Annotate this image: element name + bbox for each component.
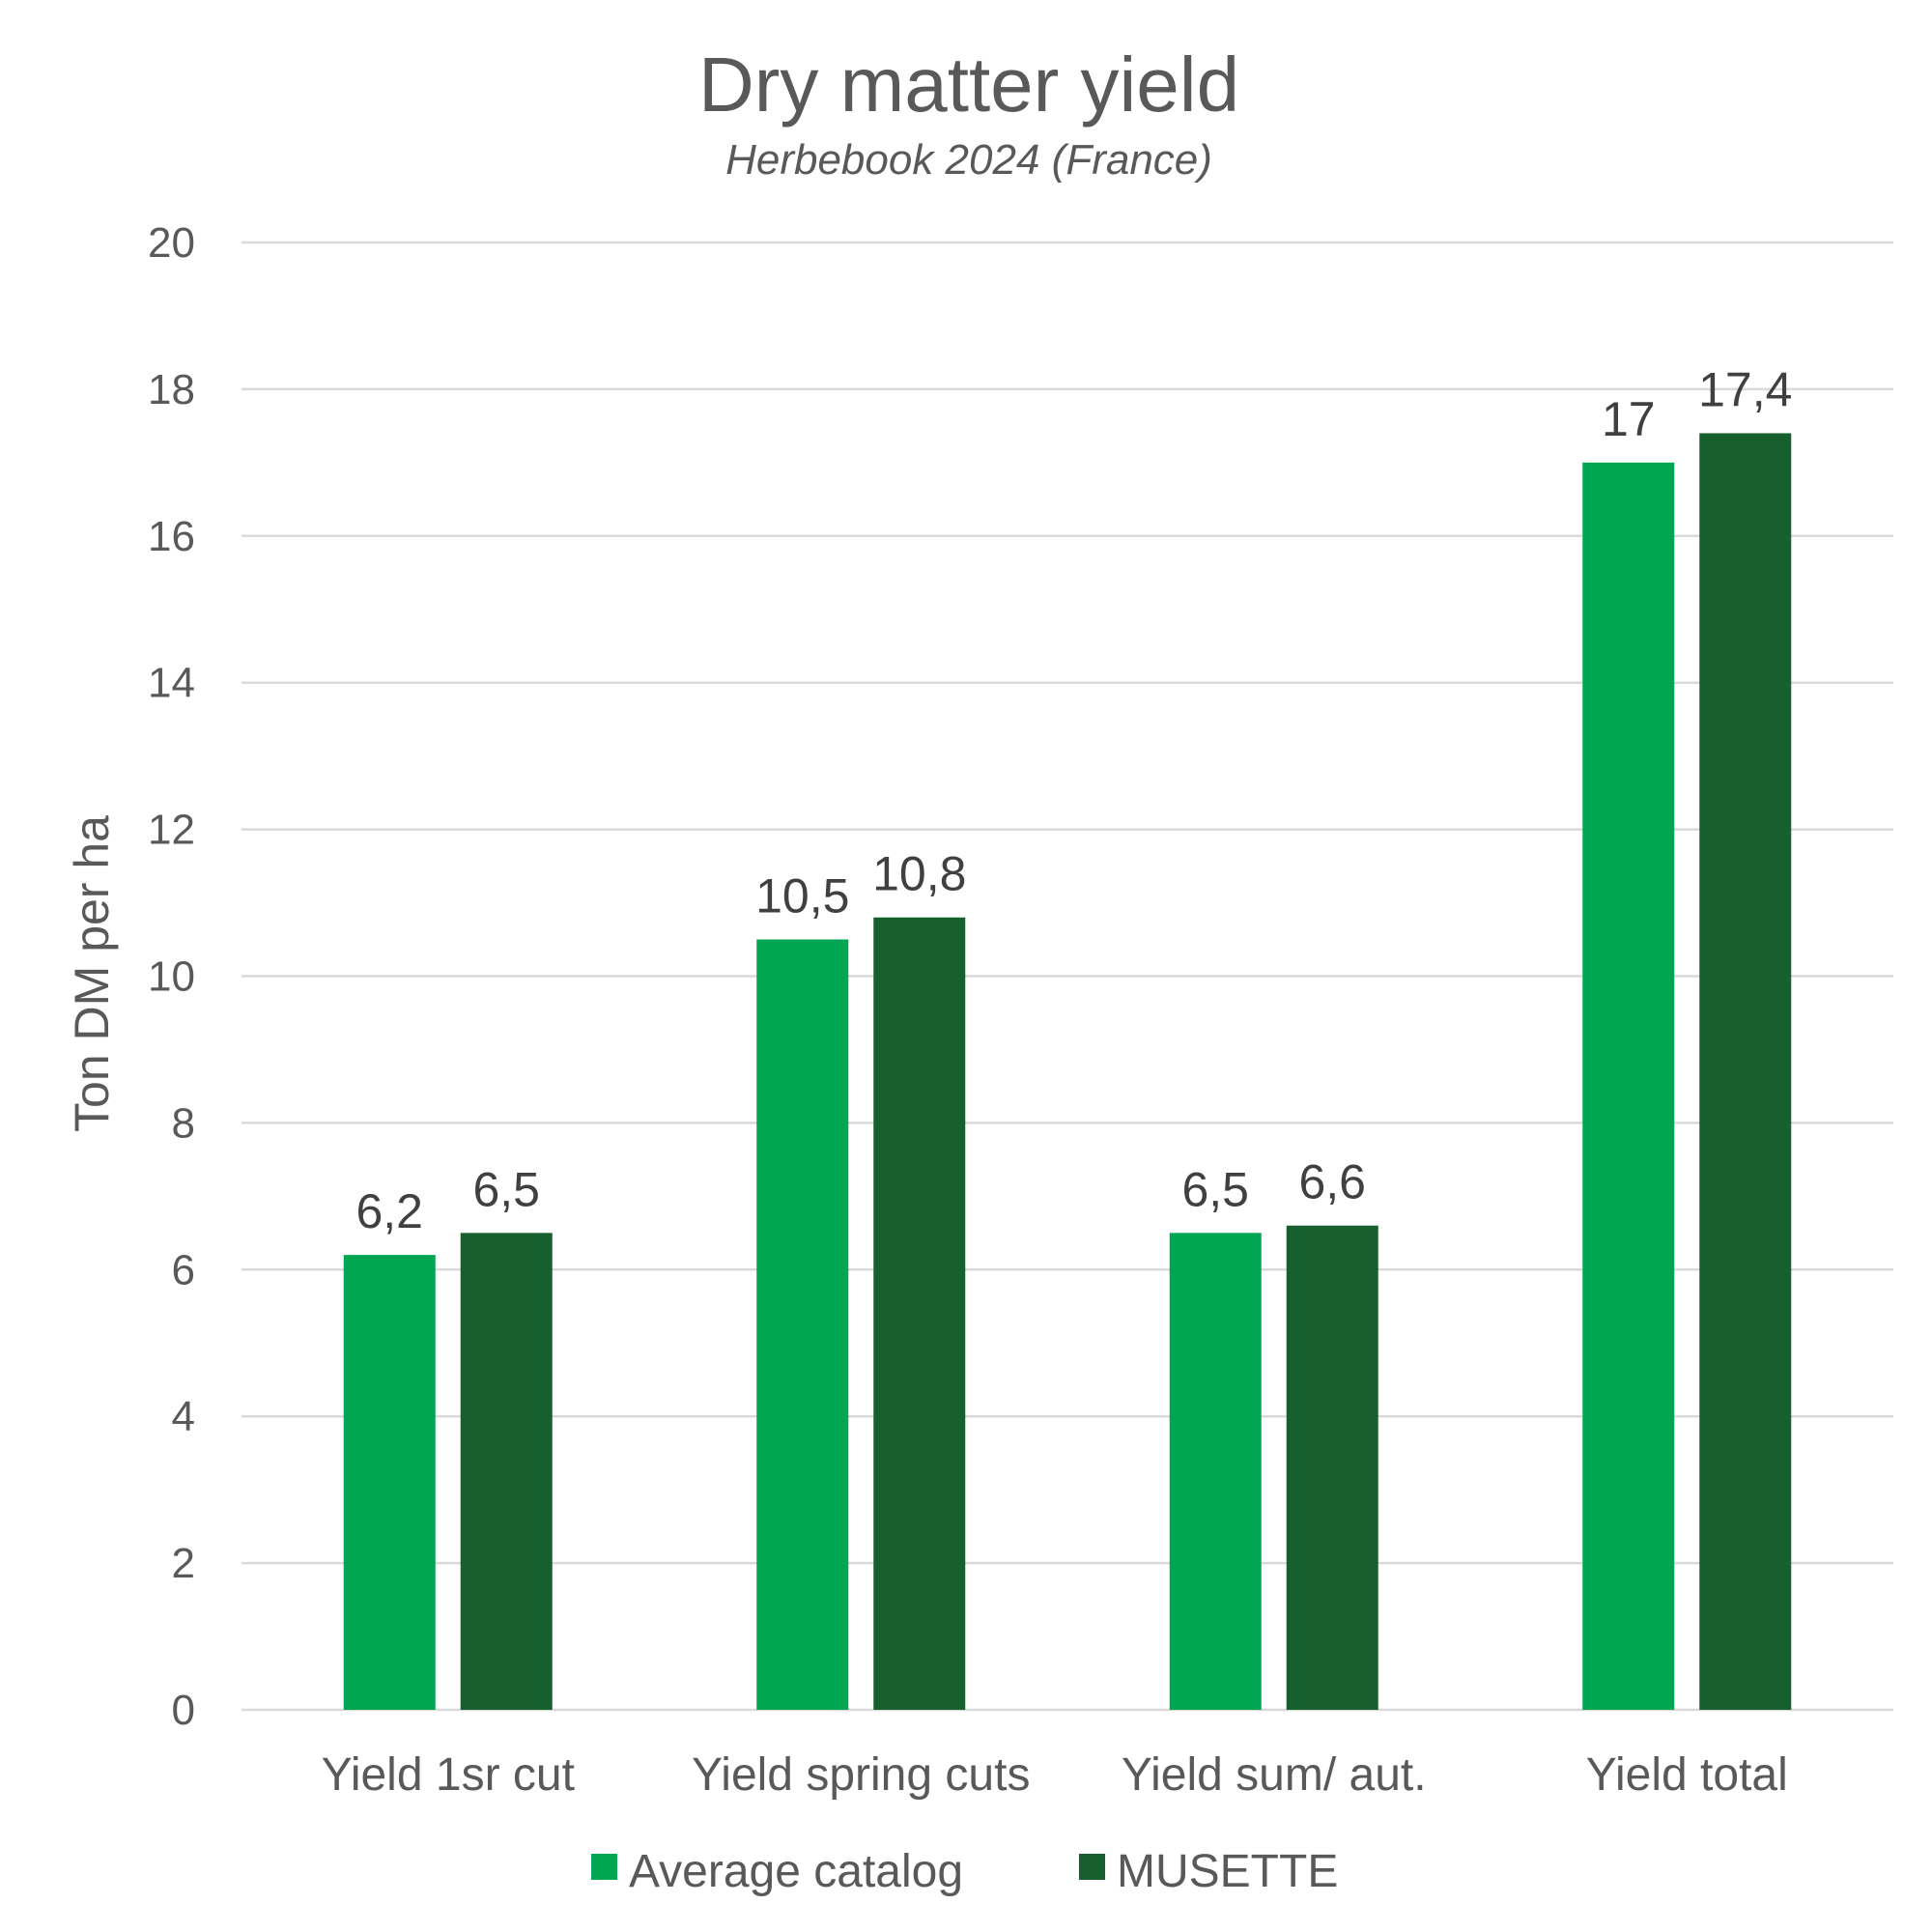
chart-title: Dry matter yield xyxy=(698,42,1239,128)
bar xyxy=(1169,1233,1262,1710)
x-category-label: Yield sum/ aut. xyxy=(1122,1749,1427,1801)
y-tick-label: 18 xyxy=(148,366,195,413)
data-label: 10,8 xyxy=(872,847,966,901)
data-label: 17,4 xyxy=(1698,362,1792,416)
bar xyxy=(1286,1225,1378,1710)
data-label: 6,5 xyxy=(1181,1162,1249,1216)
data-label: 6,2 xyxy=(355,1184,423,1238)
bars xyxy=(343,433,1792,1711)
legend-label: Average catalog xyxy=(629,1846,963,1897)
y-tick-label: 16 xyxy=(148,513,195,560)
legend: Average catalog MUSETTE xyxy=(591,1846,1338,1897)
data-label: 6,6 xyxy=(1298,1155,1366,1209)
x-axis-categories: Yield 1sr cut Yield spring cuts Yield sum/… xyxy=(322,1749,1788,1801)
x-category-label: Yield 1sr cut xyxy=(322,1749,575,1801)
y-tick-label: 0 xyxy=(172,1687,195,1734)
chart-subtitle: Herbebook 2024 (France) xyxy=(725,136,1212,184)
x-category-label: Yield total xyxy=(1586,1749,1788,1801)
y-axis-label: Ton DM per ha xyxy=(65,815,119,1132)
y-tick-label: 10 xyxy=(148,953,195,1001)
data-labels: 6,2 6,5 10,5 10,8 6,5 6,6 17 17,4 xyxy=(355,362,1792,1238)
x-category-label: Yield spring cuts xyxy=(692,1749,1030,1801)
bar xyxy=(873,917,966,1710)
bar xyxy=(343,1255,436,1710)
bar xyxy=(460,1233,553,1710)
legend-swatch xyxy=(591,1854,617,1880)
y-axis-ticks: 0 2 4 6 8 10 12 14 16 18 20 xyxy=(148,219,195,1734)
y-tick-label: 20 xyxy=(148,219,195,267)
bar xyxy=(756,939,849,1710)
data-label: 10,5 xyxy=(755,869,849,923)
bar xyxy=(1582,462,1675,1711)
y-tick-label: 6 xyxy=(172,1246,195,1293)
y-tick-label: 8 xyxy=(172,1099,195,1147)
y-tick-label: 2 xyxy=(172,1540,195,1587)
data-label: 17 xyxy=(1602,392,1656,446)
legend-label: MUSETTE xyxy=(1117,1846,1338,1897)
y-tick-label: 4 xyxy=(172,1393,195,1440)
legend-swatch xyxy=(1079,1854,1105,1880)
data-label: 6,5 xyxy=(472,1162,540,1216)
y-tick-label: 12 xyxy=(148,807,195,854)
y-tick-label: 14 xyxy=(148,660,195,707)
bar xyxy=(1699,433,1792,1711)
